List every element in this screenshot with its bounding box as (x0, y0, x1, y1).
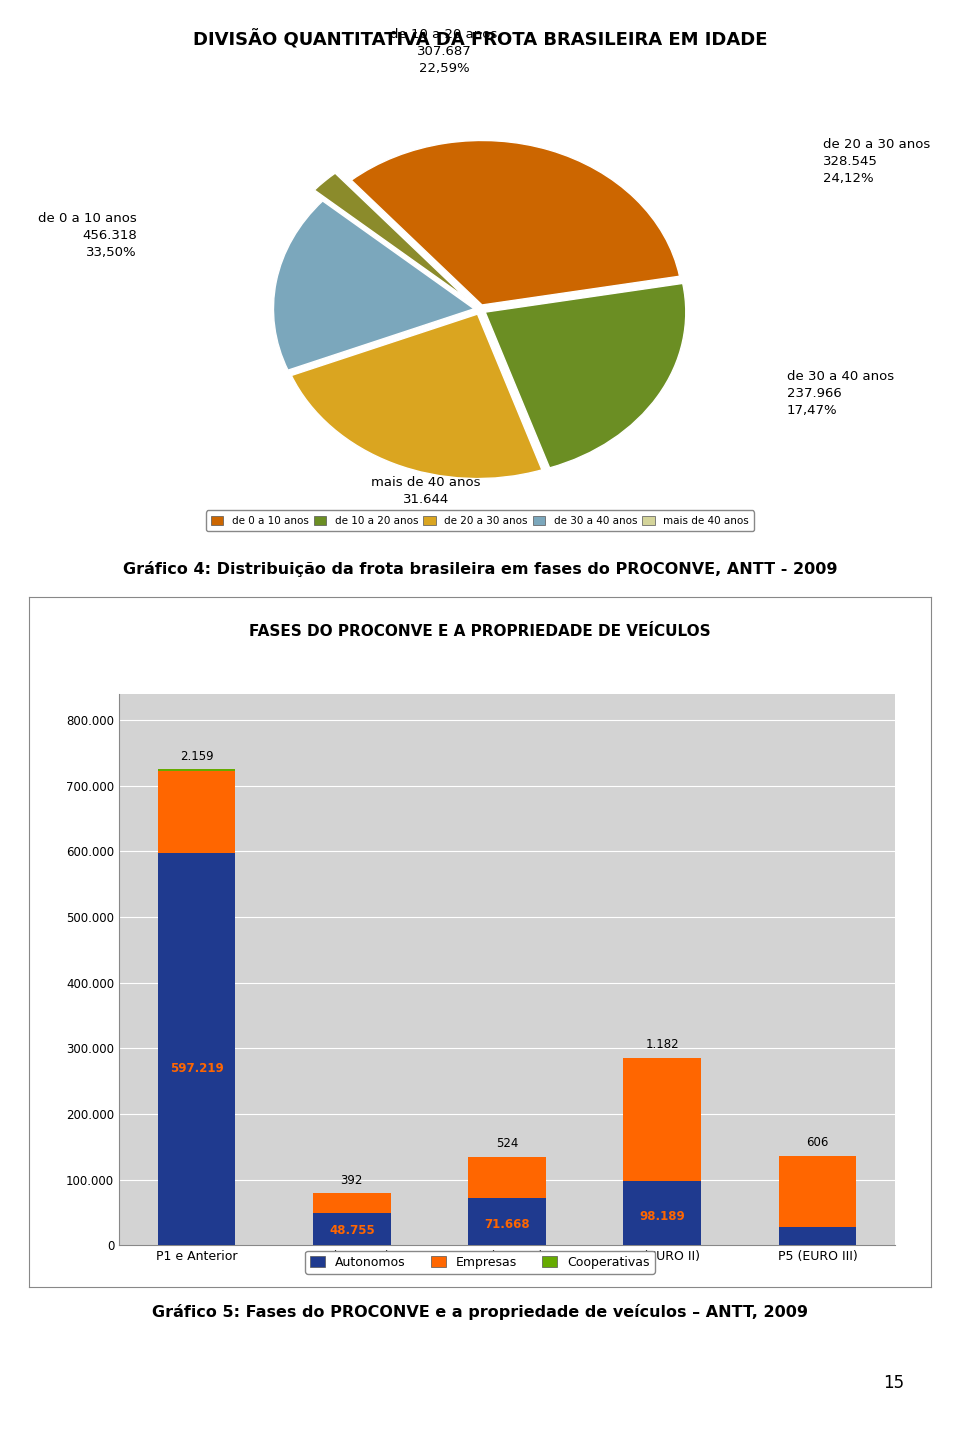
Text: Gráfico 4: Distribuição da frota brasileira em fases do PROCONVE, ANTT - 2009: Gráfico 4: Distribuição da frota brasile… (123, 561, 837, 578)
Text: de 20 a 30 anos
328.545
24,12%: de 20 a 30 anos 328.545 24,12% (823, 138, 930, 186)
Text: DIVISÃO QUANTITATIVA DA FROTA BRASILEIRA EM IDADE: DIVISÃO QUANTITATIVA DA FROTA BRASILEIRA… (193, 30, 767, 50)
Text: FASES DO PROCONVE E A PROPRIEDADE DE VEÍCULOS: FASES DO PROCONVE E A PROPRIEDADE DE VEÍ… (250, 624, 710, 640)
Legend: Autonomos, Empresas, Cooperativas: Autonomos, Empresas, Cooperativas (305, 1251, 655, 1274)
Text: de 0 a 10 anos
456.318
33,50%: de 0 a 10 anos 456.318 33,50% (38, 213, 137, 259)
Text: de 10 a 20 anos
307.687
22,59%: de 10 a 20 anos 307.687 22,59% (391, 27, 497, 75)
Text: 15: 15 (883, 1375, 904, 1392)
Text: mais de 40 anos
31.644
2,32%: mais de 40 anos 31.644 2,32% (372, 476, 481, 523)
Text: de 30 a 40 anos
237.966
17,47%: de 30 a 40 anos 237.966 17,47% (787, 371, 894, 417)
Legend: de 0 a 10 anos, de 10 a 20 anos, de 20 a 30 anos, de 30 a 40 anos, mais de 40 an: de 0 a 10 anos, de 10 a 20 anos, de 20 a… (205, 510, 755, 531)
Text: Gráfico 5: Fases do PROCONVE e a propriedade de veículos – ANTT, 2009: Gráfico 5: Fases do PROCONVE e a proprie… (152, 1304, 808, 1320)
